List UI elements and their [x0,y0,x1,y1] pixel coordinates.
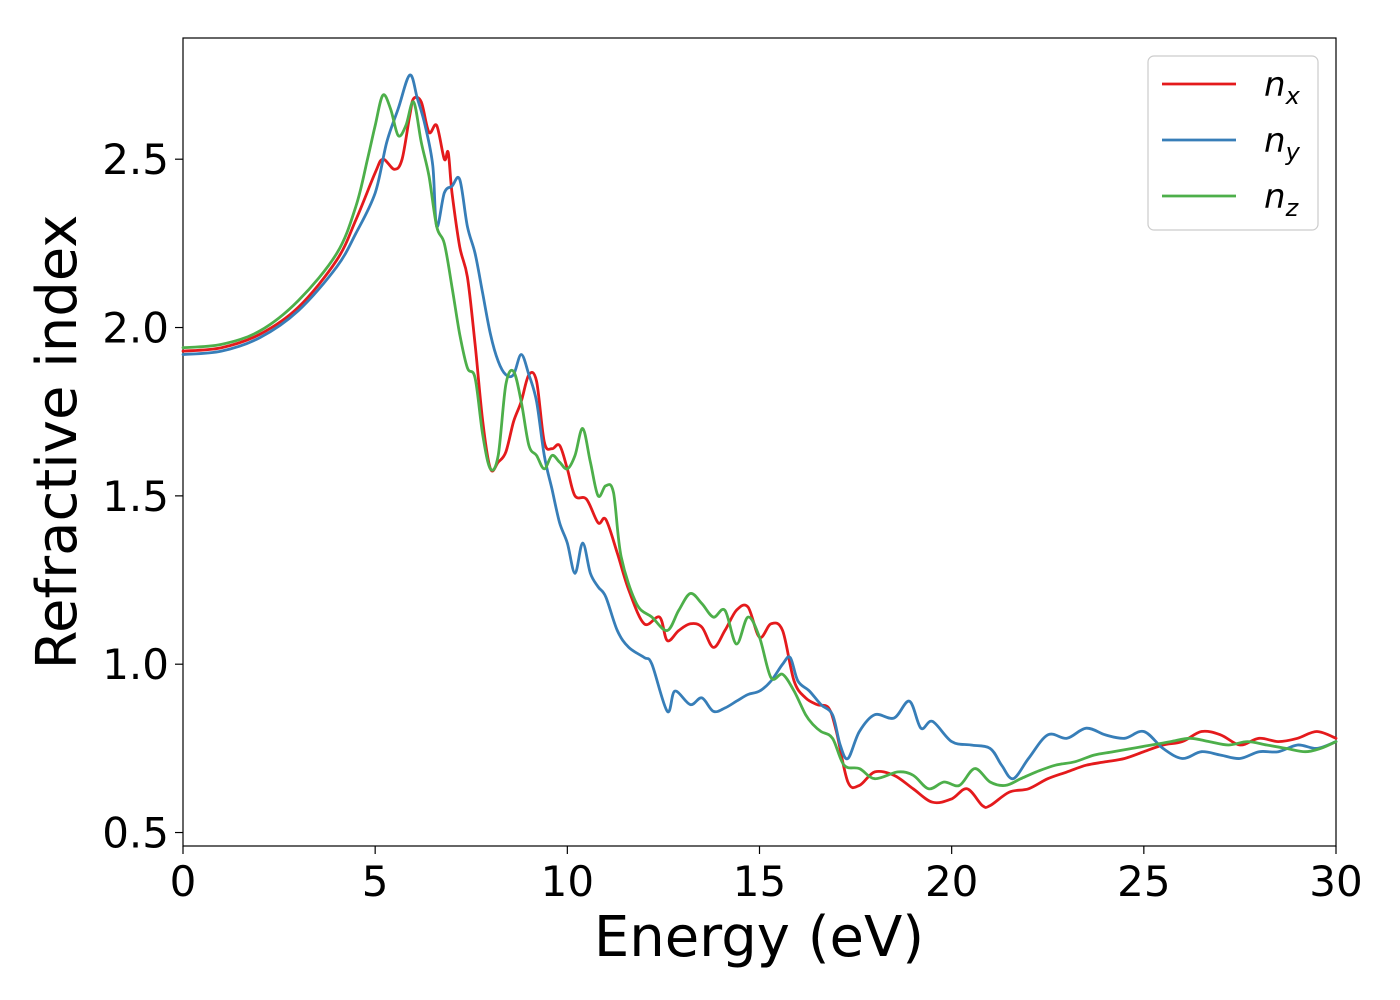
y-tick-label: 2.0 [102,304,169,353]
legend-label-main: n [1264,121,1286,161]
series-line-ny [181,73,1338,781]
series-layer [181,73,1338,809]
x-tick-label: 5 [362,857,389,906]
legend-label-subscript: z [1285,194,1300,222]
legend-label-ny: ny [1264,121,1301,166]
legend-label-main: n [1264,65,1286,105]
x-tick-label: 20 [925,857,978,906]
x-tick-label: 25 [1117,857,1170,906]
ticks-layer: 0 5 10 15 20 25 30 0.5 1.0 1.5 2.0 2.5 [102,135,1363,906]
legend-label-subscript: y [1285,138,1301,166]
legend-label-nz: nz [1264,177,1300,222]
y-tick-label: 1.0 [102,640,169,689]
x-tick-label: 0 [170,857,197,906]
y-tick-label: 0.5 [102,809,169,858]
y-axis-title: Refractive index [25,215,90,670]
x-axis-title: Energy (eV) [594,905,924,970]
y-tick-label: 2.5 [102,135,169,184]
x-tick-label: 10 [541,857,594,906]
series-line-nx [181,95,1338,809]
legend-box [1147,55,1319,231]
legend-label-main: n [1264,177,1286,217]
x-tick-label: 15 [733,857,786,906]
y-tick-label: 1.5 [102,472,169,521]
x-tick-label: 30 [1309,857,1362,906]
series-line-nz [181,93,1338,791]
legend-label-nx: nx [1264,65,1301,110]
legend-label-subscript: x [1285,82,1301,110]
